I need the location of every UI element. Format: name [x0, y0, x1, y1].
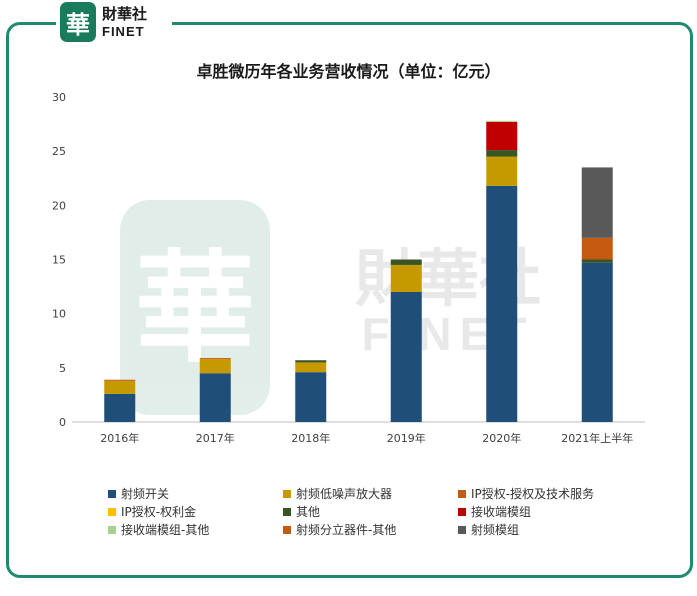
y-tick-label: 5 — [59, 362, 66, 375]
bar-segment — [486, 185, 518, 422]
x-tick-label: 2020年 — [482, 431, 521, 445]
legend-swatch — [458, 525, 466, 534]
bar-segment — [486, 156, 518, 186]
legend-swatch — [283, 489, 291, 498]
x-tick-label: 2018年 — [291, 431, 330, 445]
legend-swatch — [283, 507, 291, 516]
legend-label: 接收端模组-其他 — [121, 523, 210, 537]
bar-segment — [104, 393, 136, 422]
legend-label: 射频低噪声放大器 — [296, 487, 393, 501]
legend-item: 射频开关 — [108, 485, 169, 502]
watermark-logo-char: 華 — [135, 238, 255, 379]
bar-segment — [581, 237, 613, 260]
bar-segment — [295, 360, 327, 363]
x-tick-label: 2019年 — [387, 431, 426, 445]
x-tick-label: 2016年 — [100, 431, 139, 445]
axis-layer: 0 5 10 15 20 25 30 2016年 2017年 2018年 2019年 2020年 202… — [52, 91, 645, 445]
legend-label: IP授权-授权及技术服务 — [471, 487, 595, 501]
bar-segment — [390, 264, 422, 292]
bar-segment — [295, 362, 327, 373]
bar-segment — [581, 167, 613, 238]
legend-swatch — [108, 489, 116, 498]
legend-swatch — [108, 507, 116, 516]
legend-label: 射频分立器件-其他 — [296, 523, 397, 537]
y-tick-label: 30 — [52, 91, 66, 104]
legend-label: 射频模组 — [471, 523, 520, 537]
legend-item: IP授权-授权及技术服务 — [458, 485, 594, 502]
legend-swatch — [458, 489, 466, 498]
y-tick-label: 10 — [52, 308, 66, 321]
x-tick-label: 2021年上半年 — [561, 431, 633, 445]
legend-item: 其他 — [283, 503, 320, 520]
legend-label: 接收端模组 — [471, 505, 532, 519]
bar-segment — [486, 121, 518, 151]
brand-name-en: FINET — [102, 23, 145, 39]
bar-segment — [199, 358, 231, 360]
legend-item: 射频模组 — [458, 521, 519, 538]
bar-segment — [104, 380, 136, 394]
legend-item: 射频低噪声放大器 — [283, 485, 392, 502]
y-tick-label: 15 — [52, 254, 66, 267]
legend-item: IP授权-权利金 — [108, 503, 196, 520]
brand-text: 財華社 FINET — [102, 4, 148, 39]
bar-segment — [581, 262, 613, 422]
legend-label: 其他 — [296, 505, 321, 519]
brand-logo: 華 財華社 FINET — [56, 0, 172, 44]
legend-swatch — [458, 507, 466, 516]
legend-label: 射频开关 — [121, 487, 170, 501]
bar-segment — [295, 372, 327, 422]
bar-segment — [104, 379, 136, 381]
bar-segment — [581, 259, 613, 263]
bars-layer — [104, 120, 613, 422]
chart-title: 卓胜微历年各业务营收情况（单位：亿元） — [196, 62, 501, 81]
brand-badge-icon: 華 — [60, 2, 96, 42]
y-tick-label: 20 — [52, 199, 66, 212]
legend-item: 射频分立器件-其他 — [283, 521, 396, 538]
bar-segment — [199, 359, 231, 374]
bar-segment — [390, 292, 422, 422]
bar-segment — [199, 373, 231, 422]
bar-segment — [486, 120, 518, 122]
legend-swatch — [108, 525, 116, 534]
brand-name-cn: 財華社 — [102, 4, 148, 23]
watermark: 華 財華社 FINET — [120, 200, 541, 415]
bar-segment — [390, 259, 422, 265]
legend-item: 接收端模组-其他 — [108, 521, 209, 538]
legend-item: 接收端模组 — [458, 503, 531, 520]
y-tick-label: 0 — [59, 416, 66, 429]
legend-swatch — [283, 525, 291, 534]
legend-label: IP授权-权利金 — [121, 505, 197, 519]
x-tick-label: 2017年 — [196, 431, 235, 445]
bar-segment — [486, 150, 518, 157]
watermark-badge-icon — [120, 200, 270, 415]
y-tick-label: 25 — [52, 145, 66, 158]
chart-frame — [6, 22, 693, 578]
